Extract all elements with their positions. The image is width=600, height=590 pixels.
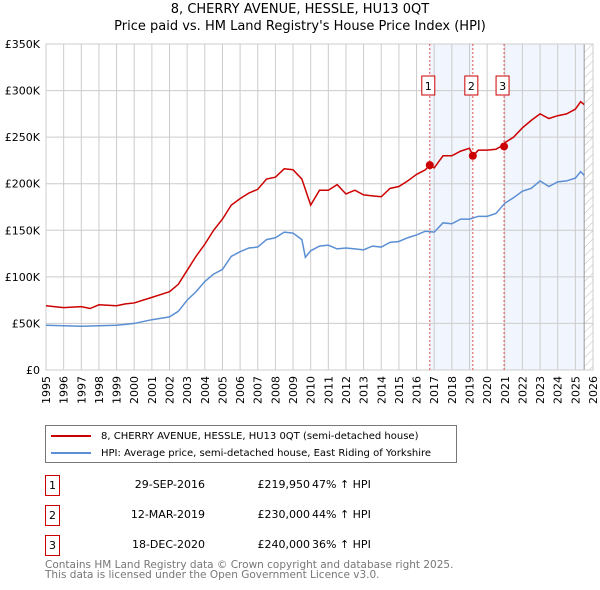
sale-label-box <box>495 75 510 96</box>
x-tick-label: 2003 <box>181 376 194 404</box>
y-tick-label: £350K <box>5 38 41 51</box>
legend-label: 8, CHERRY AVENUE, HESSLE, HU13 0QT (semi… <box>101 430 419 442</box>
footer-attribution: Contains HM Land Registry data © Crown c… <box>45 559 454 581</box>
x-tick-label: 2014 <box>375 376 388 404</box>
x-tick-label: 2012 <box>340 376 353 404</box>
x-tick-label: 1998 <box>93 376 106 404</box>
sale-hpi-diff: 44% ↑ HPI <box>312 508 371 521</box>
sale-point <box>425 161 434 170</box>
sale-hpi-diff: 47% ↑ HPI <box>312 478 371 491</box>
x-tick-label: 2021 <box>499 376 512 404</box>
x-tick-label: 2015 <box>393 376 406 404</box>
x-tick-label: 1997 <box>75 376 88 404</box>
plot-border <box>45 43 594 371</box>
x-tick-label: 2011 <box>322 376 335 404</box>
x-tick-label: 2002 <box>164 376 177 404</box>
sale-label: 1 <box>425 80 432 93</box>
sale-point <box>468 151 477 160</box>
chart-title: 8, CHERRY AVENUE, HESSLE, HU13 0QT <box>170 2 430 17</box>
legend-item-hpi: HPI: Average price, semi-detached house,… <box>51 445 431 461</box>
sale-hpi-diff: 36% ↑ HPI <box>312 538 371 551</box>
sale-point <box>500 142 509 151</box>
x-tick-label: 2026 <box>587 376 600 404</box>
x-tick-label: 2019 <box>463 376 476 404</box>
x-tick-label: 2025 <box>569 376 582 404</box>
footer-line: This data is licensed under the Open Gov… <box>45 569 380 581</box>
x-tick-label: 2016 <box>411 376 424 404</box>
footer-line: Contains HM Land Registry data © Crown c… <box>45 559 454 571</box>
x-tick-label: 2023 <box>534 376 547 404</box>
x-tick-label: 2020 <box>481 376 494 404</box>
legend-label: HPI: Average price, semi-detached house,… <box>101 447 432 459</box>
forecast-hatch <box>584 44 593 370</box>
x-tick-label: 2006 <box>234 376 247 404</box>
legend: 8, CHERRY AVENUE, HESSLE, HU13 0QT (semi… <box>45 425 457 463</box>
y-tick-label: £200K <box>5 178 41 191</box>
sale-label-box <box>464 75 479 96</box>
x-tick-label: 1999 <box>111 376 124 404</box>
x-tick-label: 2004 <box>199 376 212 404</box>
x-tick-label: 2005 <box>216 376 229 404</box>
sale-label: 2 <box>468 80 475 93</box>
x-tick-label: 2010 <box>305 376 318 404</box>
shaded-region <box>429 44 473 370</box>
sale-date: 12-MAR-2019 <box>130 508 205 521</box>
sale-price: £240,000 <box>257 538 311 551</box>
x-tick-label: 2000 <box>128 376 141 404</box>
y-tick-label: £0 <box>26 364 40 377</box>
x-tick-label: 2017 <box>428 376 441 404</box>
x-tick-label: 2024 <box>552 376 565 404</box>
y-tick-label: £250K <box>5 131 41 144</box>
x-tick-label: 2018 <box>446 376 459 404</box>
sale-price: £230,000 <box>257 508 311 521</box>
sale-label: 3 <box>499 80 506 93</box>
legend-swatch-blue <box>51 452 91 454</box>
sale-price: £219,950 <box>257 478 311 491</box>
x-tick-label: 2007 <box>252 376 265 404</box>
sale-marker-badge: 3 <box>45 535 60 556</box>
chart-subtitle: Price paid vs. HM Land Registry's House … <box>114 19 486 34</box>
x-tick-label: 2009 <box>287 376 300 404</box>
y-tick-label: £50K <box>12 317 41 330</box>
plot-area: 1995 1996 1997 1998 1999 2000 2001 2002 2003 2004… <box>5 38 600 404</box>
hpi-line <box>45 170 585 327</box>
x-tick-label: 2022 <box>516 376 529 404</box>
x-tick-label: 2008 <box>269 376 282 404</box>
x-tick-label: 2001 <box>146 376 159 404</box>
sale-date: 18-DEC-2020 <box>131 538 205 551</box>
sale-label-box <box>421 75 436 96</box>
y-tick-label: £150K <box>5 224 41 237</box>
shaded-region <box>504 44 585 370</box>
y-tick-label: £100K <box>5 271 41 284</box>
x-tick-label: 1996 <box>58 376 71 404</box>
legend-item-property: 8, CHERRY AVENUE, HESSLE, HU13 0QT (semi… <box>51 428 418 444</box>
x-tick-label: 2013 <box>358 376 371 404</box>
legend-swatch-red <box>51 435 91 437</box>
y-tick-label: £300K <box>5 85 41 98</box>
sale-date: 29-SEP-2016 <box>134 478 205 491</box>
sale-marker-badge: 2 <box>45 505 60 526</box>
sale-marker-badge: 1 <box>45 475 60 496</box>
x-tick-label: 1995 <box>40 376 53 404</box>
